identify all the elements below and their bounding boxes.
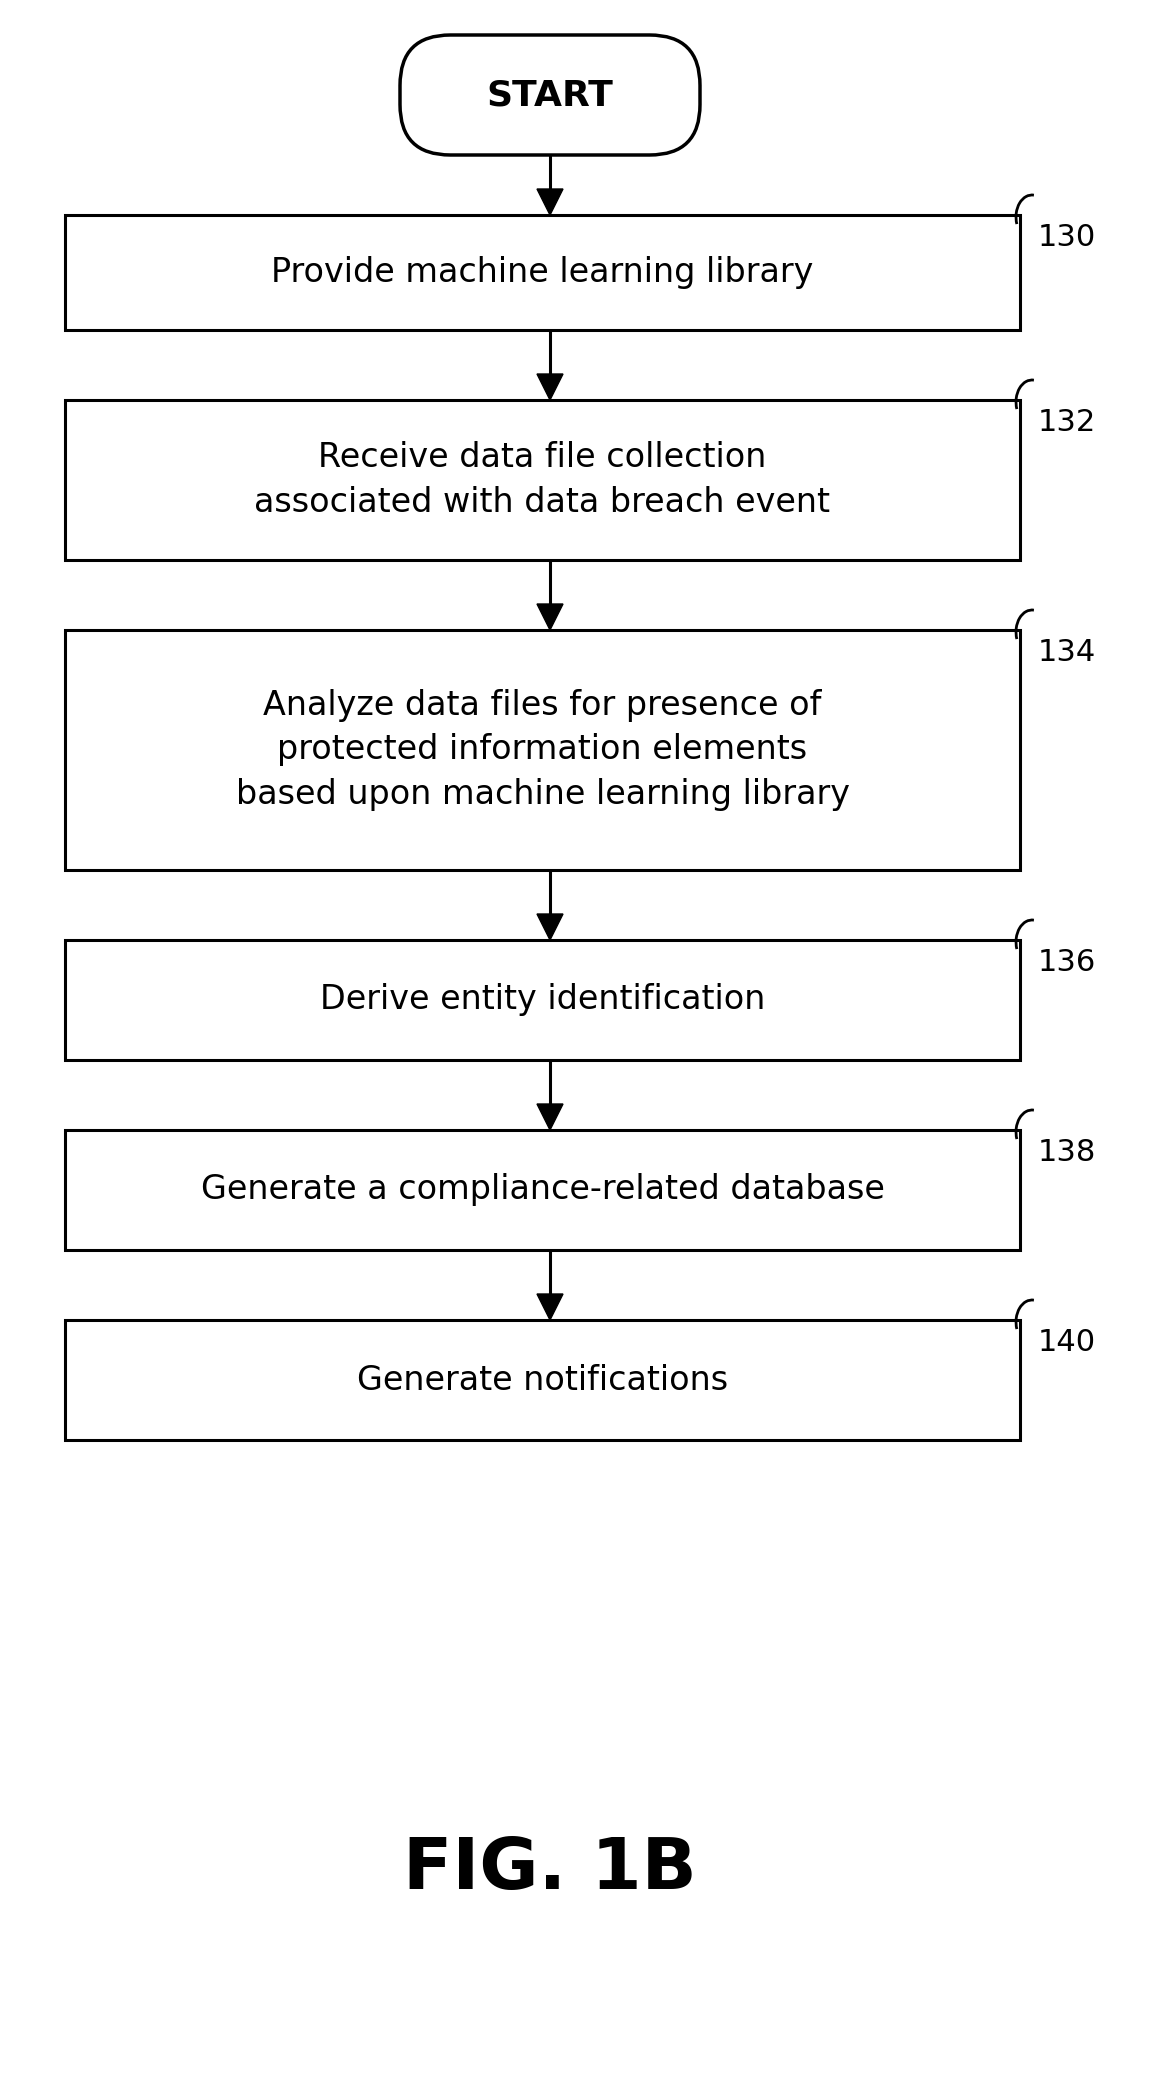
- Polygon shape: [537, 914, 564, 939]
- Bar: [65, 1320, 1020, 1440]
- Text: 136: 136: [1038, 948, 1097, 977]
- Polygon shape: [537, 1103, 564, 1130]
- Text: FIG. 1B: FIG. 1B: [403, 1835, 697, 1906]
- Polygon shape: [537, 189, 564, 214]
- Text: Derive entity identification: Derive entity identification: [319, 983, 765, 1016]
- Bar: [65, 630, 1020, 871]
- FancyBboxPatch shape: [400, 35, 700, 156]
- Text: Provide machine learning library: Provide machine learning library: [271, 256, 814, 289]
- Text: Analyze data files for presence of
protected information elements
based upon mac: Analyze data files for presence of prote…: [236, 688, 850, 810]
- Text: 134: 134: [1038, 638, 1097, 667]
- Bar: [65, 399, 1020, 559]
- Text: 140: 140: [1038, 1328, 1097, 1357]
- Text: Receive data file collection
associated with data breach event: Receive data file collection associated …: [255, 441, 830, 520]
- Text: Generate a compliance-related database: Generate a compliance-related database: [201, 1174, 884, 1207]
- Text: 138: 138: [1038, 1139, 1097, 1168]
- Text: START: START: [486, 79, 614, 112]
- Text: 132: 132: [1038, 407, 1097, 436]
- Polygon shape: [537, 374, 564, 399]
- Polygon shape: [537, 1295, 564, 1320]
- Bar: [65, 939, 1020, 1060]
- Polygon shape: [537, 605, 564, 630]
- Text: 130: 130: [1038, 222, 1097, 251]
- Text: Generate notifications: Generate notifications: [357, 1363, 728, 1396]
- Bar: [65, 1130, 1020, 1251]
- Bar: [65, 214, 1020, 330]
